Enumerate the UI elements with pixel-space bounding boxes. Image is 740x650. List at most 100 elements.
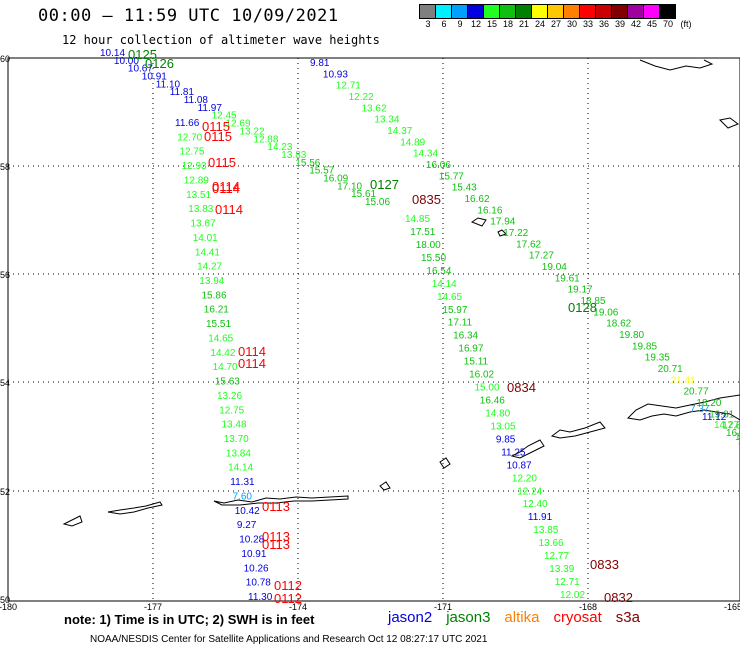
pass-id-label: 0114 xyxy=(238,356,266,371)
color-scale-label: 27 xyxy=(550,19,561,29)
pass-id-label: 0832 xyxy=(604,590,633,605)
wave-height-reading: 11.10 xyxy=(156,79,181,90)
wave-height-reading: 13.39 xyxy=(549,564,574,575)
pass-id-label: 0126 xyxy=(145,56,174,71)
wave-height-reading: 13.34 xyxy=(374,115,399,126)
fox-islands-coast xyxy=(510,439,545,459)
color-scale-label: 6 xyxy=(441,19,447,29)
wave-height-reading: 19.85 xyxy=(632,341,657,352)
wave-height-reading: 17.51 xyxy=(410,227,435,238)
wave-height-reading: 11.97 xyxy=(198,103,223,114)
color-scale-label: 12 xyxy=(470,19,481,29)
wave-height-reading: 15.51 xyxy=(206,319,231,330)
wave-height-reading: 12.69 xyxy=(226,119,251,130)
wave-height-reading: 14.34 xyxy=(413,149,438,160)
wave-height-reading: 13.84 xyxy=(226,448,251,459)
altimeter-tracks: 10.1410.0010.6710.9111.1011.8111.0811.97… xyxy=(100,48,740,603)
wave-height-reading: 15.06 xyxy=(365,197,390,208)
wave-height-reading: 10.00 xyxy=(114,56,139,67)
alaska-peninsula-coast xyxy=(626,394,740,421)
pass-id-label: 0835 xyxy=(412,192,441,207)
wave-height-reading: 17.62 xyxy=(516,239,541,250)
wave-height-reading: 15.56 xyxy=(295,158,320,169)
pass-id-label: 0128 xyxy=(568,300,597,315)
wave-height-reading: 16.62 xyxy=(465,194,490,205)
longitude-label: -174 xyxy=(289,602,307,612)
wave-height-reading: 12.70 xyxy=(177,132,202,143)
wave-height-reading: 18.26 xyxy=(735,432,740,443)
wave-height-reading: 12.71 xyxy=(555,577,580,588)
pass-id-label: 0114 xyxy=(212,179,240,194)
wave-height-reading: 11.31 xyxy=(230,477,255,488)
wave-height-reading: 11.91 xyxy=(528,512,553,523)
wave-height-reading: 12.02 xyxy=(560,590,585,601)
wave-height-reading: 18.00 xyxy=(416,240,441,251)
wave-height-reading: 16.09 xyxy=(323,174,348,185)
wave-height-reading: 18.20 xyxy=(696,398,721,409)
wave-height-reading: 14.14 xyxy=(228,463,253,474)
wave-height-reading: 7.60 xyxy=(233,492,253,503)
wave-height-reading: 12.71 xyxy=(336,81,361,92)
wave-height-reading: 14.70 xyxy=(213,362,238,373)
wave-height-reading: 19.61 xyxy=(555,273,580,284)
wave-height-reading: 9.81 xyxy=(310,58,330,69)
wave-height-reading: 19.80 xyxy=(619,330,644,341)
wave-height-reading: 10.67 xyxy=(128,64,153,75)
color-scale-label: 15 xyxy=(486,19,497,29)
andreanof-islands-coast xyxy=(213,495,349,506)
wave-height-reading: 16.06 xyxy=(426,160,451,171)
pass-id-label: 0115 xyxy=(202,119,230,134)
wave-height-reading: 11.66 xyxy=(175,118,200,129)
wave-height-reading: 16.46 xyxy=(480,396,505,407)
wave-height-reading: 15.97 xyxy=(442,305,467,316)
wave-height-reading: 15.43 xyxy=(452,183,477,194)
wave-height-reading: 15 xyxy=(738,436,740,447)
color-scale-label: 33 xyxy=(582,19,593,29)
color-scale-label: 45 xyxy=(646,19,657,29)
pass-id-label: 0834 xyxy=(507,380,536,395)
wave-height-reading: 17.27 xyxy=(529,251,554,262)
wave-height-reading: 16.02 xyxy=(469,370,494,381)
wave-height-reading: 12.45 xyxy=(212,111,237,122)
wave-height-reading: 17.11 xyxy=(448,318,473,329)
wave-height-reading: 12.20 xyxy=(512,473,537,484)
nunivak-coast xyxy=(718,117,740,129)
wave-height-reading: 12.75 xyxy=(219,405,244,416)
satellite-legend-altika: altika xyxy=(504,609,540,626)
pass-id-label: 0113 xyxy=(262,529,290,544)
wave-height-reading: 11.08 xyxy=(184,95,209,106)
wave-height-reading: 15.00 xyxy=(475,383,500,394)
longitude-label: -177 xyxy=(144,602,162,612)
wave-height-reading: 20.71 xyxy=(658,364,683,375)
wave-height-reading: 13.85 xyxy=(533,525,558,536)
wave-height-reading: 16.68 xyxy=(726,428,740,439)
wave-height-reading: 11.81 xyxy=(170,87,195,98)
wave-height-reading: 17.22 xyxy=(503,228,528,239)
unimak-coast xyxy=(550,421,606,439)
wave-height-reading: 15.86 xyxy=(202,290,227,301)
axis-labels: 60 58 56 54 52 50-180 -177 -174 -171 -168 -165 xyxy=(0,54,740,612)
wave-height-reading: 20.77 xyxy=(684,387,709,398)
pass-track-0125: 10.1410.0010.6710.9111.1011.8111.0811.97… xyxy=(100,48,390,208)
wave-height-reading: 14.42 xyxy=(210,348,235,359)
wave-height-reading: 14.65 xyxy=(208,334,233,345)
latitude-label: 56 xyxy=(0,270,10,280)
rat-islands-coast xyxy=(107,501,163,515)
map-title: 00:00 – 11:59 UTC 10/09/2021 xyxy=(38,6,339,26)
footer-credit: NOAA/NESDIS Center for Satellite Applica… xyxy=(90,634,488,645)
latitude-label: 52 xyxy=(0,487,10,497)
wave-height-reading: 12.93 xyxy=(182,161,207,172)
color-scale-label: 24 xyxy=(534,19,545,29)
wave-height-reading: 14.14 xyxy=(432,279,457,290)
pass-track-0115: 11.66 12.70 12.75 12.93 12.89 13.51 13.83 13.67… xyxy=(175,118,273,603)
wave-height-reading: 13.67 xyxy=(191,219,216,230)
color-scale-labels: 3 6 9 12 15 18 21 24 27 30 33 36 39 42 45 70 (ft) xyxy=(420,19,696,29)
wave-height-reading: 10.91 xyxy=(241,549,266,560)
color-scale-label: 21 xyxy=(518,19,529,29)
wave-height-reading: 11.25 xyxy=(501,447,526,458)
pass-track-0835: 14.85 17.51 18.00 15.50 16.54 14.14 14.65 15.97… xyxy=(405,214,585,601)
wave-height-reading: 14.89 xyxy=(400,137,425,148)
wave-height-reading: 14.65 xyxy=(437,292,462,303)
wave-height-reading: 15.50 xyxy=(421,253,446,264)
